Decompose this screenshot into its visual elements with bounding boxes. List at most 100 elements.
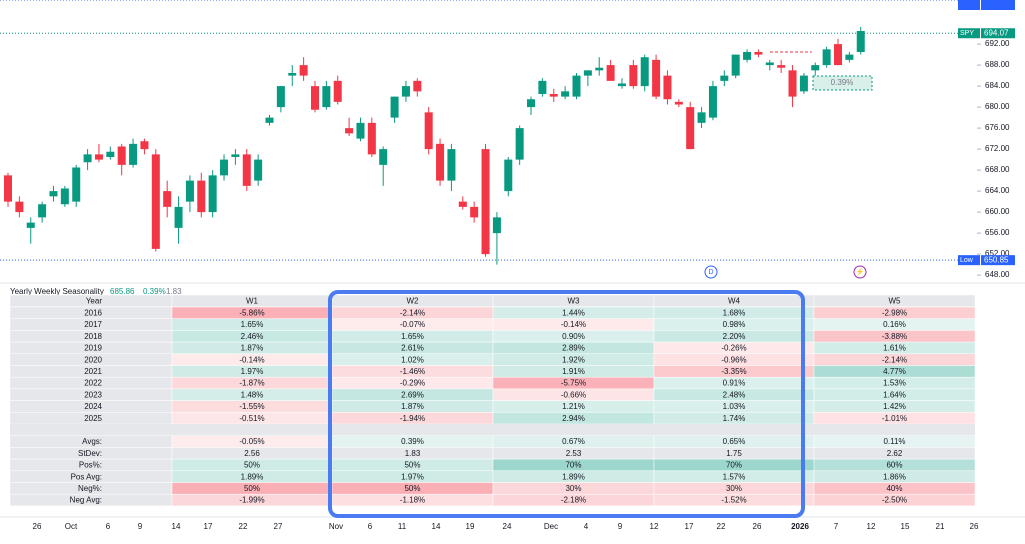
- x-tick-label: Dec: [544, 522, 558, 531]
- candle-body: [583, 70, 592, 76]
- candle-body: [117, 146, 126, 165]
- candle-body: [731, 54, 740, 76]
- candle-body: [276, 86, 285, 108]
- y-tick-label: 652.00: [985, 249, 1010, 258]
- candle-body: [708, 86, 717, 118]
- cell-value: 1.97%: [401, 472, 424, 481]
- cell-value: 1.03%: [723, 402, 746, 411]
- cell-value: 2.62: [887, 449, 903, 458]
- cell-value: 2.69%: [401, 390, 424, 399]
- x-tick-label: 22: [717, 522, 726, 531]
- y-tick-label: 660.00: [985, 207, 1010, 216]
- x-tick-label: 7: [834, 522, 839, 531]
- highlight-box: [328, 290, 805, 518]
- x-tick-label: Oct: [65, 522, 78, 531]
- candle-body: [242, 154, 251, 186]
- cell-value: W4: [728, 296, 741, 305]
- x-tick-label: 26: [33, 522, 42, 531]
- cell-value: 0.39%: [401, 437, 424, 446]
- candle-body: [151, 154, 160, 249]
- x-tick-label: 14: [172, 522, 181, 531]
- candle-body: [720, 75, 729, 81]
- cell-value: 1.68%: [723, 308, 746, 317]
- candle-body: [72, 167, 81, 202]
- high-line-box: [981, 0, 1015, 10]
- cell-value: -1.46%: [400, 367, 425, 376]
- table-stat: 1.83: [166, 287, 182, 296]
- candle-body: [140, 141, 149, 150]
- candle-body: [367, 122, 376, 155]
- x-tick-label: 15: [901, 522, 910, 531]
- candle-body: [220, 159, 229, 176]
- cell-value: -5.86%: [239, 308, 264, 317]
- cell-value: 1.87%: [401, 402, 424, 411]
- cell-value: 50%: [244, 461, 260, 470]
- candle-body: [606, 65, 615, 81]
- candle-body: [492, 217, 501, 234]
- table-cell: [813, 493, 976, 507]
- cell-value: -0.14%: [239, 355, 264, 364]
- candle-body: [470, 206, 479, 218]
- cell-value: 0.11%: [883, 437, 905, 446]
- dividend-marker[interactable]: [704, 265, 718, 279]
- candle-body: [299, 65, 308, 76]
- event-marker[interactable]: [853, 265, 867, 279]
- cell-value: 30%: [565, 484, 581, 493]
- cell-value: 0.65%: [723, 437, 746, 446]
- row-label: 2022: [84, 379, 102, 388]
- table-stat: 0.39%: [143, 287, 166, 296]
- x-tick-label: 26: [970, 522, 979, 531]
- dividend-icon: D: [708, 269, 713, 276]
- table-stat: 685.86: [110, 287, 135, 296]
- cell-value: W5: [889, 296, 902, 305]
- candle-body: [129, 143, 138, 165]
- cell-value: -5.75%: [561, 379, 586, 388]
- candle-body: [561, 91, 570, 97]
- event-icon: ⚡: [856, 267, 865, 276]
- x-tick-label: 17: [204, 522, 213, 531]
- cell-value: 1.65%: [401, 332, 424, 341]
- candle-body: [356, 122, 365, 139]
- cell-value: 1.57%: [723, 472, 746, 481]
- candle-body: [185, 180, 194, 202]
- candle-body: [424, 112, 433, 150]
- candle-body: [265, 117, 274, 123]
- candle-body: [799, 75, 808, 92]
- cell-value: -1.99%: [239, 496, 264, 505]
- cell-value: 1.91%: [562, 367, 585, 376]
- cell-value: -3.35%: [721, 367, 746, 376]
- candle-body: [94, 154, 103, 160]
- table: Yearly Weekly Seasonality 685.86 0.39% 1.83…: [9, 287, 976, 518]
- candle-body: [345, 128, 354, 134]
- cell-value: 1.61%: [883, 344, 906, 353]
- candle-body: [163, 191, 172, 207]
- low-line-name: Low: [960, 257, 974, 264]
- y-tick-label: 656.00: [985, 228, 1010, 237]
- x-tick-label: 26: [753, 522, 762, 531]
- cell-value: 1.86%: [883, 472, 906, 481]
- y-tick-label: 672.00: [985, 144, 1010, 153]
- cell-value: 60%: [886, 461, 902, 470]
- cell-value: -3.88%: [882, 332, 907, 341]
- candle-body: [595, 67, 604, 71]
- x-tick-label: 27: [274, 522, 283, 531]
- cell-value: 1.83: [405, 449, 421, 458]
- candle-body: [777, 65, 786, 68]
- row-label: 2016: [84, 308, 102, 317]
- x-tick-label: 17: [685, 522, 694, 531]
- candle-body: [481, 149, 490, 255]
- candle-body: [549, 93, 558, 97]
- candle-body: [686, 107, 695, 150]
- cell-value: 2.48%: [723, 390, 746, 399]
- cell-value: 2.56: [244, 449, 260, 458]
- high-line-tag: [958, 0, 980, 10]
- candle-body: [310, 86, 319, 110]
- x-tick-label: 14: [432, 522, 441, 531]
- candle-body: [572, 75, 581, 97]
- cell-value: 1.97%: [241, 367, 264, 376]
- row-label: 2024: [84, 402, 102, 411]
- low-line-box: [981, 255, 1015, 266]
- row-label: Neg%:: [78, 484, 102, 493]
- row-label: 2018: [84, 332, 102, 341]
- candle-body: [413, 80, 422, 92]
